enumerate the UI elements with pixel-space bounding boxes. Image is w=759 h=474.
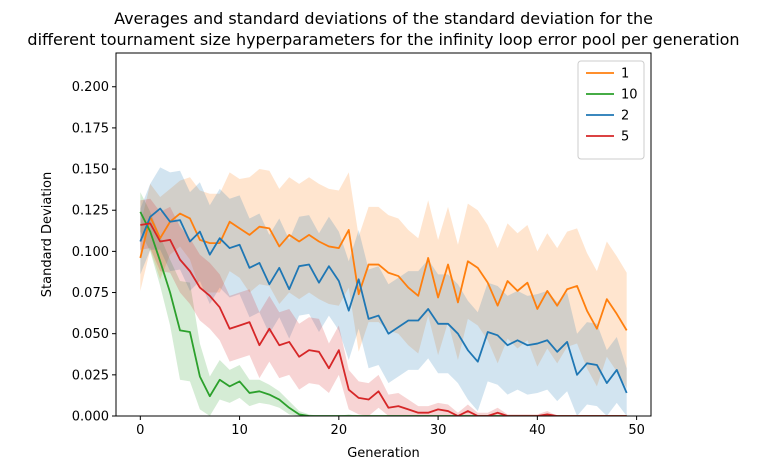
x-tick-label: 40 (529, 423, 546, 438)
y-tick-label: 0.175 (72, 121, 109, 136)
series-line-5 (140, 222, 627, 416)
legend-label-10: 10 (621, 88, 638, 103)
y-tick-label: 0.150 (72, 163, 109, 178)
x-tick-label: 0 (136, 423, 144, 438)
std-band-series-2 (140, 167, 627, 416)
chart-title: Averages and standard deviations of the … (27, 9, 739, 49)
y-tick-label: 0.000 (72, 410, 109, 425)
x-tick-label: 10 (231, 423, 248, 438)
x-tick-label: 30 (430, 423, 447, 438)
x-axis-ticks: 0 10 20 30 40 50 (136, 416, 645, 438)
chart-title-line: Averages and standard deviations of the … (114, 9, 653, 28)
y-tick-label: 0.050 (72, 327, 109, 342)
y-tick-label: 0.075 (72, 286, 109, 301)
axes-frame (115, 52, 652, 417)
legend-box (577, 60, 645, 160)
y-tick-label: 0.125 (72, 204, 109, 219)
legend: 1 10 2 5 (577, 60, 645, 160)
x-tick-label: 50 (628, 423, 645, 438)
legend-label-5: 5 (621, 130, 629, 145)
legend-label-2: 2 (621, 109, 629, 124)
std-band-series-1 (140, 169, 627, 389)
std-band-series-5 (140, 198, 627, 416)
y-tick-label: 0.100 (72, 245, 109, 260)
legend-label-1: 1 (621, 67, 629, 82)
x-tick-label: 20 (331, 423, 348, 438)
y-axis-ticks: 0.000 0.025 0.050 0.075 0.100 0.125 0.150 0.175… (72, 80, 116, 425)
std-bands (140, 167, 627, 416)
series-line-10 (139, 211, 627, 416)
y-tick-label: 0.025 (72, 368, 109, 383)
series-line-2 (139, 207, 628, 394)
series-lines (139, 207, 628, 416)
y-axis-label: Standard Deviation (40, 172, 55, 297)
chart-title-line: different tournament size hyperparameter… (27, 30, 739, 49)
y-tick-label: 0.200 (72, 80, 109, 95)
x-axis-label: Generation (347, 446, 420, 461)
